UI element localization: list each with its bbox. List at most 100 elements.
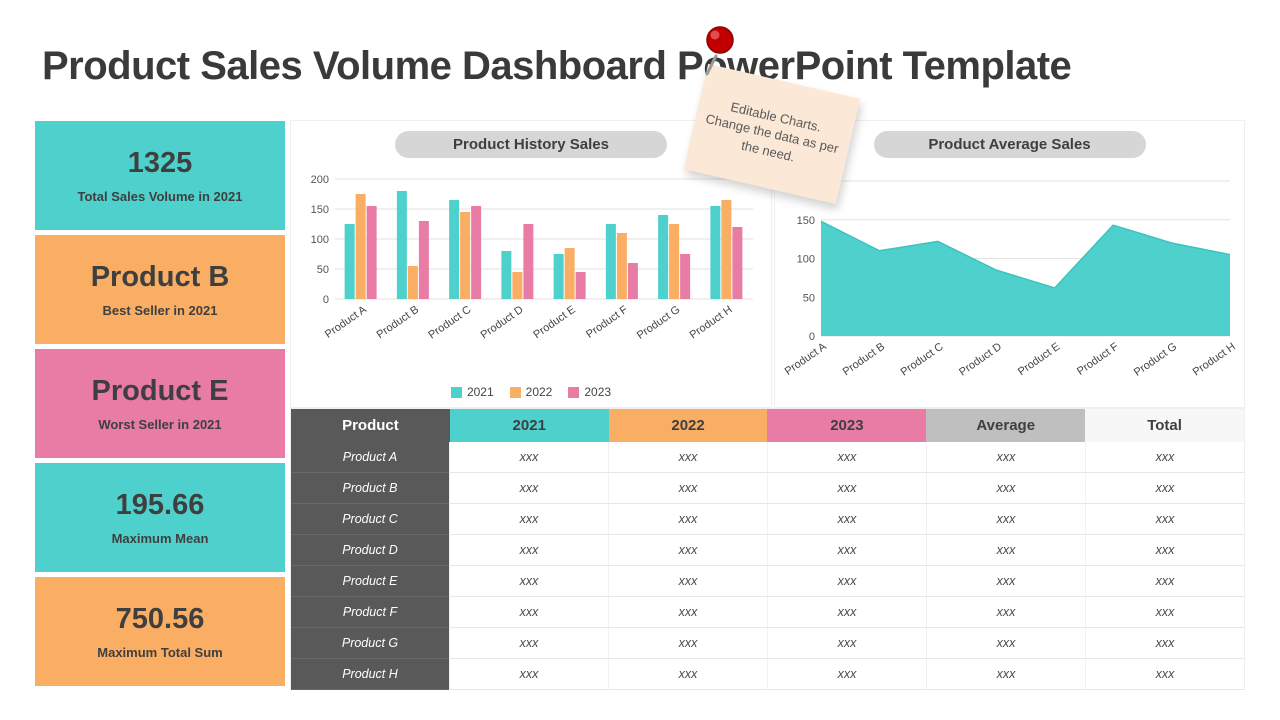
area-series <box>821 221 1230 336</box>
product-cell: Product B <box>291 473 449 504</box>
table-cell: xxx <box>767 442 926 473</box>
x-tick-label: Product F <box>1075 340 1121 377</box>
x-tick-label: Product D <box>957 341 1004 379</box>
table-cell: xxx <box>1085 473 1244 504</box>
table-cell: xxx <box>926 473 1085 504</box>
table-header-row: Product 2021 2022 2023 Average Total <box>291 409 1244 442</box>
kpi-value: 1325 <box>127 147 193 179</box>
x-tick-label: Product D <box>479 304 526 342</box>
bar-2021 <box>710 206 721 299</box>
product-cell: Product A <box>291 442 449 473</box>
bar-2023 <box>732 227 743 299</box>
x-tick-label: Product A <box>323 303 369 341</box>
bar-2023 <box>627 263 638 299</box>
area-chart-svg: 0 50 100 150 Product A Product B Product C Prod… <box>783 180 1238 379</box>
x-tick-label: Product E <box>531 304 577 342</box>
bar-2022 <box>460 212 471 299</box>
y-tick-label: 0 <box>323 294 329 306</box>
page-title: Product Sales Volume Dashboard PowerPoin… <box>42 44 1072 88</box>
y-tick-label: 150 <box>311 204 329 216</box>
kpi-value: 195.66 <box>115 489 205 521</box>
table-cell: xxx <box>767 628 926 659</box>
table-cell: xxx <box>449 535 608 566</box>
bar-2022 <box>355 194 366 299</box>
table-cell: xxx <box>608 442 767 473</box>
area-series-edge <box>820 220 1231 289</box>
product-cell: Product D <box>291 535 449 566</box>
average-sales-area-chart[interactable]: 0 50 100 150 Product A Product B Product C Prod… <box>783 161 1238 411</box>
table-cell: xxx <box>608 535 767 566</box>
table-cell: xxx <box>926 535 1085 566</box>
table-cell: xxx <box>926 442 1085 473</box>
table-cell: xxx <box>1085 566 1244 597</box>
table-cell: xxx <box>608 659 767 690</box>
x-tick-label: Product F <box>584 303 630 340</box>
bar-2021 <box>449 200 460 299</box>
table-cell: xxx <box>449 442 608 473</box>
table-cell: xxx <box>767 566 926 597</box>
y-tick-label: 100 <box>797 254 815 266</box>
bar-2022 <box>512 272 523 299</box>
kpi-card-5[interactable]: 750.56 Maximum Total Sum <box>35 577 285 686</box>
x-tick-label: Product H <box>688 304 735 342</box>
table-cell: xxx <box>767 597 926 628</box>
product-cell: Product H <box>291 659 449 690</box>
x-tick-label: Product B <box>375 304 421 342</box>
y-tick-label: 200 <box>311 174 329 186</box>
table-cell: xxx <box>926 628 1085 659</box>
table-cell: xxx <box>608 597 767 628</box>
table-cell: xxx <box>449 597 608 628</box>
bar-chart-legend: 2021 2022 2023 <box>291 385 771 399</box>
table-cell: xxx <box>608 628 767 659</box>
bar-2023 <box>418 221 429 299</box>
table-cell: xxx <box>1085 597 1244 628</box>
column-header-average: Average <box>926 409 1086 442</box>
table-cell: xxx <box>449 628 608 659</box>
table-cell: xxx <box>926 597 1085 628</box>
table-cell: xxx <box>449 504 608 535</box>
table-cell: xxx <box>767 504 926 535</box>
table-cell: xxx <box>449 566 608 597</box>
sticky-note-text: Editable Charts. Change the data as per … <box>704 98 840 165</box>
table-cell: xxx <box>449 659 608 690</box>
bar-2021 <box>605 224 616 299</box>
product-data-table[interactable]: Product 2021 2022 2023 Average Total Product A… <box>290 408 1245 690</box>
table-cell: xxx <box>608 504 767 535</box>
kpi-card-4[interactable]: 195.66 Maximum Mean <box>35 463 285 572</box>
bar-2021 <box>396 191 407 299</box>
kpi-card-3[interactable]: Product E Worst Seller in 2021 <box>35 349 285 458</box>
kpi-card-1[interactable]: 1325 Total Sales Volume in 2021 <box>35 121 285 230</box>
legend-item: 2021 <box>450 385 494 399</box>
x-tick-label: Product A <box>783 340 829 378</box>
bar-2021 <box>553 254 564 299</box>
column-header-total: Total <box>1085 409 1244 442</box>
legend-item: 2022 <box>509 385 552 399</box>
x-tick-label: Product G <box>1132 341 1179 379</box>
kpi-value: Product E <box>91 375 229 407</box>
y-tick-label: 150 <box>797 215 815 227</box>
bar-2023 <box>366 206 377 299</box>
table-cell: xxx <box>608 566 767 597</box>
legend-label: 2021 <box>466 385 494 399</box>
product-cell: Product C <box>291 504 449 535</box>
average-sales-panel: Product Average Sales 0 50 100 150 Product A… <box>774 120 1245 408</box>
x-tick-label: Product E <box>1016 341 1062 379</box>
bar-2023 <box>471 206 482 299</box>
table-cell: xxx <box>608 473 767 504</box>
legend-swatch <box>509 386 521 398</box>
column-header-2022: 2022 <box>608 409 768 442</box>
table-cell: xxx <box>926 566 1085 597</box>
legend-item: 2023 <box>568 385 611 399</box>
kpi-card-2[interactable]: Product B Best Seller in 2021 <box>35 235 285 344</box>
legend-swatch <box>568 386 580 398</box>
legend-swatch <box>450 386 462 398</box>
kpi-value: 750.56 <box>115 603 205 635</box>
bar-2023 <box>575 272 586 299</box>
